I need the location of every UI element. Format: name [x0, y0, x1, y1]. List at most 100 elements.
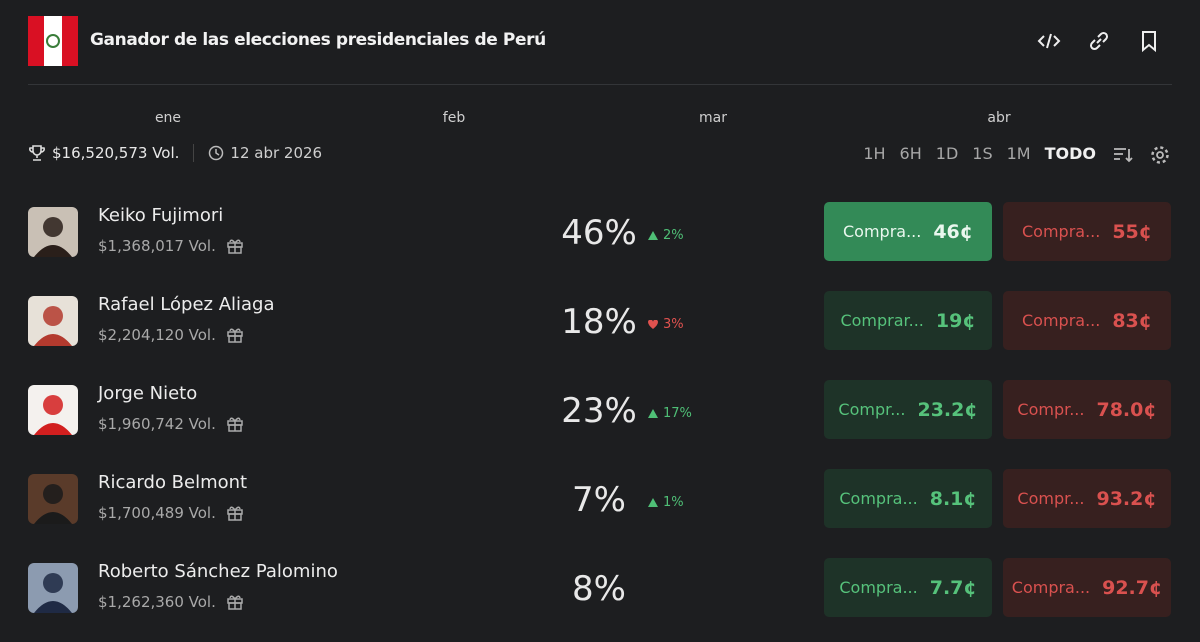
buy-no-label: Compra...	[1021, 311, 1101, 330]
buy-yes-price: 23.2¢	[917, 398, 978, 421]
month-label: abr	[987, 110, 1011, 126]
end-date: 12 abr 2026	[230, 144, 323, 162]
change-value: 17%	[663, 406, 692, 421]
gift-icon	[226, 504, 244, 522]
candidate-avatar	[28, 474, 78, 524]
month-label: feb	[442, 110, 466, 126]
change-arrow	[648, 409, 658, 418]
candidate-volume-row: $1,960,742 Vol.	[98, 415, 244, 433]
candidate-volume: $1,368,017 Vol.	[98, 237, 216, 255]
change-arrow	[648, 498, 658, 507]
range-option[interactable]: 1D	[935, 144, 959, 163]
candidate-change: 1%	[648, 495, 684, 510]
range-selector: 1H 6H 1D 1S 1M TODO	[863, 144, 1096, 163]
market-title: Ganador de las elecciones presidenciales…	[90, 30, 546, 50]
buy-no-price: 78.0¢	[1096, 398, 1157, 421]
candidate-row: Ricardo Belmont $1,700,489 Vol. 7% 1% Compra…	[0, 460, 1200, 549]
buy-no-label: Compr...	[1017, 489, 1085, 508]
change-arrow	[648, 231, 658, 240]
candidate-percent: 23%	[561, 391, 637, 431]
buy-yes-label: Compra...	[839, 578, 918, 597]
candidate-volume-row: $2,204,120 Vol.	[98, 326, 244, 344]
link-button[interactable]	[1086, 28, 1112, 54]
month-label: mar	[699, 110, 727, 126]
candidate-volume: $2,204,120 Vol.	[98, 326, 216, 344]
candidate-row: Keiko Fujimori $1,368,017 Vol. 46% 2% Compra…	[0, 193, 1200, 282]
range-option[interactable]: 1S	[972, 144, 993, 163]
buy-no-price: 83¢	[1112, 309, 1152, 332]
buy-yes-button[interactable]: Compra... 7.7¢	[824, 558, 992, 617]
candidate-name: Rafael López Aliaga	[98, 294, 275, 315]
candidate-name: Jorge Nieto	[98, 383, 198, 404]
candidate-avatar	[28, 563, 78, 613]
change-value: 3%	[663, 317, 684, 332]
trophy-icon	[29, 145, 45, 161]
buy-no-button[interactable]: Compr... 93.2¢	[1003, 469, 1171, 528]
change-arrow	[648, 320, 658, 329]
gift-icon	[226, 593, 244, 611]
candidate-name: Keiko Fujimori	[98, 205, 224, 226]
buy-no-button[interactable]: Compra... 83¢	[1003, 291, 1171, 350]
candidate-avatar	[28, 207, 78, 257]
buy-yes-price: 19¢	[935, 309, 976, 332]
bookmark-button[interactable]	[1136, 28, 1162, 54]
buy-yes-label: Comprar...	[840, 311, 924, 330]
buy-no-button[interactable]: Compra... 92.7¢	[1003, 558, 1171, 617]
candidate-volume: $1,700,489 Vol.	[98, 504, 216, 522]
stats: $16,520,573 Vol. 12 abr 2026	[28, 144, 322, 162]
divider	[28, 84, 1172, 85]
candidate-volume: $1,262,360 Vol.	[98, 593, 216, 611]
settings-button[interactable]	[1149, 144, 1171, 166]
candidate-name: Roberto Sánchez Palomino	[98, 561, 338, 582]
candidate-percent: 8%	[572, 569, 626, 609]
buy-yes-label: Compra...	[839, 489, 918, 508]
separator	[193, 144, 195, 162]
buy-yes-price: 7.7¢	[929, 576, 977, 599]
gift-icon	[226, 237, 244, 255]
candidate-name: Ricardo Belmont	[98, 472, 248, 493]
buy-yes-price: 8.1¢	[929, 487, 977, 510]
buy-yes-button[interactable]: Comprar... 19¢	[824, 291, 992, 350]
buy-no-label: Compr...	[1017, 400, 1085, 419]
buy-yes-button[interactable]: Compra... 46¢	[824, 202, 992, 261]
candidate-change: 2%	[648, 228, 684, 243]
candidate-row: Rafael López Aliaga $2,204,120 Vol. 18% 3% C…	[0, 282, 1200, 371]
gift-icon	[226, 415, 244, 433]
candidate-row: Roberto Sánchez Palomino $1,262,360 Vol. 8…	[0, 549, 1200, 638]
buy-yes-button[interactable]: Compra... 8.1¢	[824, 469, 992, 528]
candidate-volume-row: $1,262,360 Vol.	[98, 593, 244, 611]
buy-yes-label: Compr...	[838, 400, 906, 419]
candidate-volume-row: $1,700,489 Vol.	[98, 504, 244, 522]
buy-yes-label: Compra...	[842, 222, 922, 241]
candidate-percent: 18%	[561, 302, 637, 342]
sort-button[interactable]	[1112, 145, 1134, 165]
buy-no-button[interactable]: Compr... 78.0¢	[1003, 380, 1171, 439]
month-label: ene	[154, 110, 182, 126]
buy-no-price: 92.7¢	[1102, 576, 1163, 599]
change-value: 1%	[663, 495, 684, 510]
flag	[28, 16, 78, 66]
buy-no-price: 93.2¢	[1096, 487, 1157, 510]
buy-no-button[interactable]: Compra... 55¢	[1003, 202, 1171, 261]
range-option[interactable]: TODO	[1044, 144, 1096, 163]
candidate-avatar	[28, 296, 78, 346]
candidate-volume-row: $1,368,017 Vol.	[98, 237, 244, 255]
buy-no-label: Compra...	[1021, 222, 1101, 241]
embed-button[interactable]	[1036, 28, 1062, 54]
buy-yes-button[interactable]: Compr... 23.2¢	[824, 380, 992, 439]
total-volume: $16,520,573 Vol.	[52, 144, 180, 162]
candidate-avatar	[28, 385, 78, 435]
candidate-change: 17%	[648, 406, 692, 421]
candidate-volume: $1,960,742 Vol.	[98, 415, 216, 433]
range-option[interactable]: 1H	[863, 144, 886, 163]
range-option[interactable]: 1M	[1006, 144, 1031, 163]
candidate-row: Jorge Nieto $1,960,742 Vol. 23% 17% Compr...…	[0, 371, 1200, 460]
range-option[interactable]: 6H	[899, 144, 922, 163]
candidate-percent: 46%	[561, 213, 637, 253]
buy-no-label: Compra...	[1011, 578, 1091, 597]
candidate-change: 3%	[648, 317, 684, 332]
gift-icon	[226, 326, 244, 344]
buy-no-price: 55¢	[1112, 220, 1152, 243]
